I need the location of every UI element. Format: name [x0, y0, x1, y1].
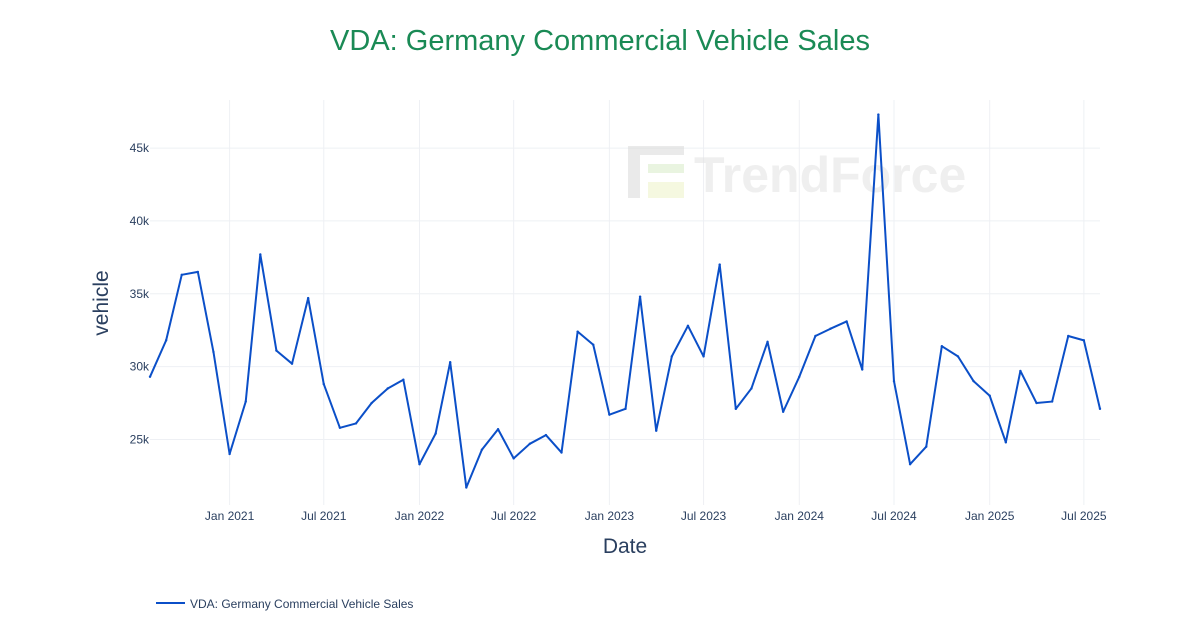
y-tick-label: 35k [130, 287, 150, 301]
data-point[interactable] [560, 451, 563, 454]
data-point[interactable] [322, 382, 325, 386]
data-point[interactable] [734, 407, 738, 411]
data-point[interactable] [624, 407, 627, 411]
data-point[interactable] [702, 355, 705, 358]
data-point[interactable] [750, 387, 753, 390]
grid [150, 100, 1100, 505]
y-tick-label: 40k [130, 214, 150, 228]
data-point[interactable] [386, 387, 389, 390]
x-tick-label: Jan 2023 [585, 509, 635, 523]
data-point[interactable] [1067, 334, 1070, 338]
data-point[interactable] [244, 400, 247, 403]
data-point[interactable] [956, 355, 960, 358]
data-point[interactable] [434, 432, 437, 435]
data-point[interactable] [608, 413, 611, 416]
data-point[interactable] [686, 324, 690, 328]
data-point[interactable] [670, 355, 674, 358]
data-point[interactable] [148, 375, 152, 378]
data-point[interactable] [798, 375, 801, 378]
x-tick-label: Jan 2025 [965, 509, 1015, 523]
data-point[interactable] [1082, 339, 1086, 342]
data-point[interactable] [908, 463, 912, 466]
trendforce-logo-icon [628, 146, 684, 198]
y-axis-ticks: 25k 30k 35k 40k 45k [130, 141, 150, 446]
data-point[interactable] [228, 452, 231, 456]
x-tick-label: Jul 2022 [491, 509, 537, 523]
data-point[interactable] [448, 361, 452, 364]
data-point[interactable] [781, 410, 785, 413]
x-tick-label: Jul 2023 [681, 509, 727, 523]
x-tick-label: Jul 2025 [1061, 509, 1107, 523]
legend[interactable]: VDA: Germany Commercial Vehicle Sales [156, 597, 413, 611]
data-point[interactable] [940, 345, 944, 348]
x-tick-label: Jan 2021 [205, 509, 255, 523]
data-point[interactable] [1098, 407, 1102, 411]
data-point[interactable] [354, 422, 358, 425]
data-point[interactable] [861, 368, 864, 371]
data-point[interactable] [877, 113, 880, 116]
data-point[interactable] [829, 327, 832, 330]
data-point[interactable] [402, 378, 405, 381]
data-point[interactable] [259, 253, 262, 256]
x-tick-label: Jan 2024 [775, 509, 825, 523]
data-point[interactable] [465, 486, 468, 489]
y-axis-label: vehicle [90, 270, 113, 335]
data-point[interactable] [180, 273, 183, 277]
data-point[interactable] [814, 334, 817, 338]
data-point[interactable] [306, 296, 310, 300]
data-point[interactable] [338, 426, 342, 429]
data-point[interactable] [418, 463, 421, 466]
x-tick-label: Jul 2021 [301, 509, 347, 523]
trendforce-watermark: TrendForce [628, 146, 966, 203]
x-axis-ticks: Jan 2021 Jul 2021 Jan 2022 Jul 2022 Jan 2023… [205, 509, 1107, 523]
data-point[interactable] [544, 433, 548, 437]
data-point[interactable] [718, 263, 721, 266]
data-point[interactable] [988, 394, 991, 397]
data-point[interactable] [1019, 369, 1022, 373]
data-point[interactable] [1035, 401, 1038, 405]
y-tick-label: 45k [130, 141, 150, 155]
data-point[interactable] [164, 339, 168, 342]
data-point[interactable] [892, 379, 896, 383]
data-point[interactable] [512, 457, 515, 460]
chart-title: VDA: Germany Commercial Vehicle Sales [330, 25, 870, 57]
data-point[interactable] [972, 379, 975, 383]
legend-item-label: VDA: Germany Commercial Vehicle Sales [190, 597, 413, 611]
series-layer [148, 113, 1102, 489]
data-point[interactable] [370, 401, 373, 405]
data-point[interactable] [638, 295, 642, 298]
data-point[interactable] [1050, 400, 1054, 403]
data-point[interactable] [528, 442, 531, 446]
data-point[interactable] [766, 340, 769, 344]
watermark-text: TrendForce [694, 147, 966, 203]
y-tick-label: 30k [130, 360, 150, 374]
data-point[interactable] [212, 350, 215, 354]
data-point[interactable] [480, 448, 484, 451]
data-point[interactable] [592, 343, 595, 346]
data-point[interactable] [655, 429, 658, 432]
data-point[interactable] [275, 349, 278, 352]
data-point[interactable] [290, 362, 294, 365]
data-point[interactable] [845, 320, 848, 323]
x-tick-label: Jan 2022 [395, 509, 445, 523]
x-tick-label: Jul 2024 [871, 509, 917, 523]
y-tick-label: 25k [130, 432, 150, 446]
data-point[interactable] [196, 270, 200, 274]
data-point[interactable] [576, 330, 579, 333]
data-point[interactable] [925, 445, 928, 448]
x-axis-label: Date [603, 535, 647, 558]
data-point[interactable] [496, 428, 500, 431]
axes: Jan 2021 Jul 2021 Jan 2022 Jul 2022 Jan 2023… [130, 141, 1107, 523]
data-point[interactable] [1004, 441, 1008, 444]
